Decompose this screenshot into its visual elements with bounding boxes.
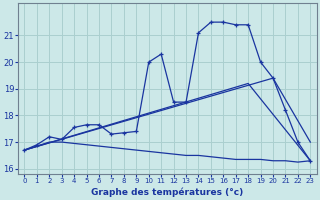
X-axis label: Graphe des températures (°c): Graphe des températures (°c) [91,187,244,197]
